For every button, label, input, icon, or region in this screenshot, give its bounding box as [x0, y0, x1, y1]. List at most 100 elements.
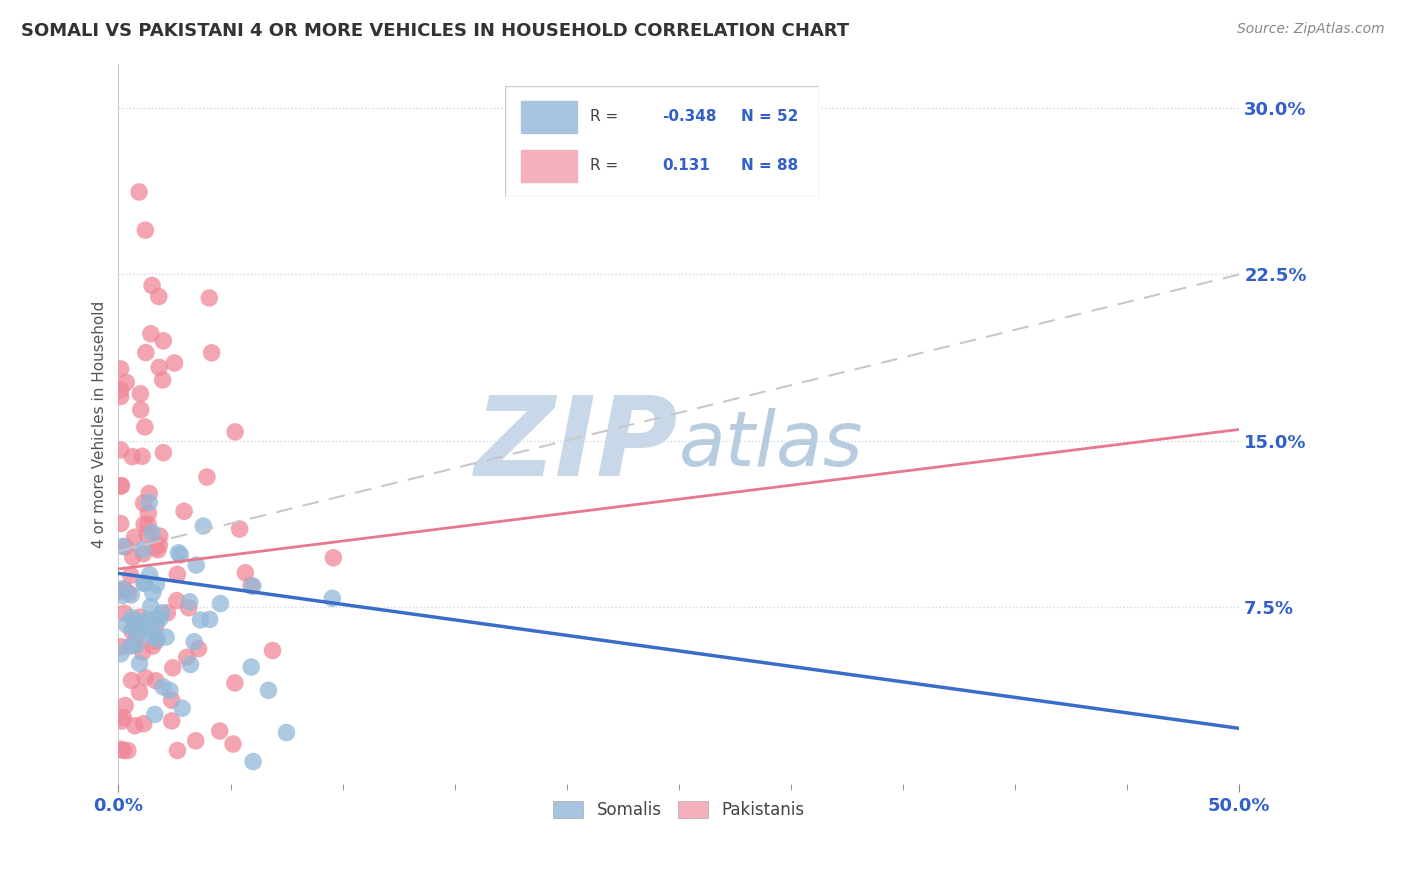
Point — [110, 442, 132, 457]
Point — [198, 612, 221, 626]
Point — [262, 643, 284, 657]
Point — [276, 725, 298, 739]
Point — [135, 345, 157, 359]
Point — [139, 599, 162, 614]
Point — [162, 661, 184, 675]
Point — [138, 567, 160, 582]
Point — [110, 640, 132, 654]
Text: SOMALI VS PAKISTANI 4 OR MORE VEHICLES IN HOUSEHOLD CORRELATION CHART: SOMALI VS PAKISTANI 4 OR MORE VEHICLES I… — [21, 22, 849, 40]
Point — [132, 716, 155, 731]
Point — [183, 634, 205, 648]
Point — [110, 516, 132, 531]
Point — [124, 530, 146, 544]
Point — [111, 540, 134, 554]
Point — [121, 624, 143, 639]
Point — [112, 743, 135, 757]
Point — [132, 496, 155, 510]
Point — [148, 289, 170, 303]
Point — [129, 402, 152, 417]
Point — [134, 671, 156, 685]
Point — [120, 588, 142, 602]
Point — [152, 373, 174, 387]
Point — [208, 724, 231, 739]
Point — [134, 576, 156, 591]
Point — [240, 660, 263, 674]
Point — [112, 582, 135, 597]
Point — [110, 390, 132, 404]
Point — [110, 583, 132, 598]
Point — [193, 519, 215, 533]
Point — [115, 617, 138, 632]
Point — [177, 600, 200, 615]
Point — [142, 586, 165, 600]
Point — [145, 618, 167, 632]
Legend: Somalis, Pakistanis: Somalis, Pakistanis — [547, 794, 811, 826]
Y-axis label: 4 or more Vehicles in Household: 4 or more Vehicles in Household — [93, 301, 107, 548]
Point — [322, 550, 344, 565]
Point — [179, 595, 201, 609]
Point — [125, 638, 148, 652]
Point — [121, 450, 143, 464]
Point — [139, 326, 162, 341]
Point — [160, 693, 183, 707]
Point — [127, 627, 149, 641]
Point — [209, 597, 232, 611]
Point — [128, 657, 150, 671]
Point — [120, 568, 142, 582]
Point — [110, 478, 132, 492]
Point — [143, 707, 166, 722]
Point — [112, 606, 135, 620]
Point — [128, 185, 150, 199]
Point — [121, 673, 143, 688]
Point — [166, 593, 188, 607]
Point — [166, 567, 188, 582]
Text: Source: ZipAtlas.com: Source: ZipAtlas.com — [1237, 22, 1385, 37]
Point — [195, 470, 218, 484]
Point — [148, 538, 170, 552]
Point — [166, 743, 188, 757]
Point — [201, 346, 224, 360]
Point — [121, 550, 143, 565]
Point — [136, 613, 159, 627]
Point — [117, 743, 139, 757]
Point — [146, 632, 169, 647]
Point — [150, 606, 173, 620]
Point — [159, 683, 181, 698]
Point — [156, 606, 179, 620]
Point — [142, 639, 165, 653]
Point — [167, 546, 190, 560]
Point — [110, 362, 132, 376]
Point — [132, 576, 155, 591]
Point — [138, 486, 160, 500]
Point — [184, 733, 207, 747]
Point — [222, 737, 245, 751]
Point — [198, 291, 221, 305]
Point — [146, 611, 169, 625]
Point — [111, 714, 134, 728]
Point — [128, 685, 150, 699]
Point — [114, 698, 136, 713]
Point — [145, 634, 167, 648]
Point — [134, 615, 156, 630]
Point — [134, 517, 156, 532]
Text: ZIP: ZIP — [475, 392, 679, 499]
Point — [152, 680, 174, 694]
Point — [242, 579, 264, 593]
Point — [143, 541, 166, 555]
Point — [242, 755, 264, 769]
Point — [134, 420, 156, 434]
Point — [110, 647, 132, 661]
Point — [152, 446, 174, 460]
Point — [122, 638, 145, 652]
Point — [132, 542, 155, 557]
Point — [141, 525, 163, 540]
Point — [110, 742, 132, 756]
Point — [127, 631, 149, 645]
Point — [224, 676, 246, 690]
Point — [115, 376, 138, 390]
Point — [112, 710, 135, 724]
Point — [141, 278, 163, 293]
Point — [136, 517, 159, 532]
Point — [163, 356, 186, 370]
Point — [146, 542, 169, 557]
